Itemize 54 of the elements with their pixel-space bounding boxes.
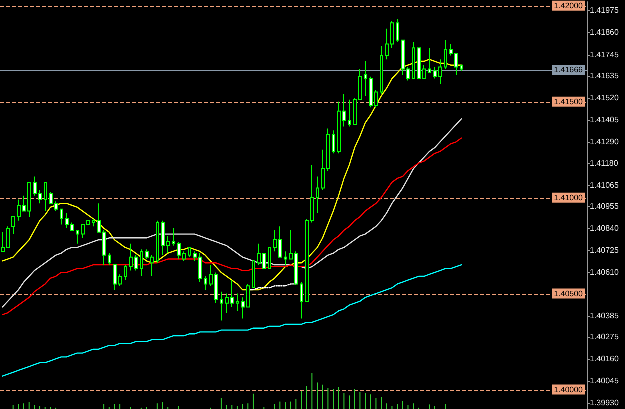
candlestick — [92, 218, 95, 228]
ref-line-label: 1.40500 — [554, 289, 584, 298]
candlestick — [396, 18, 399, 43]
y-tick-label: 1.41520 — [590, 93, 620, 102]
y-tick-label: 1.40955 — [590, 202, 620, 211]
line-series — [2, 58, 462, 291]
ref-line-label: 1.40000 — [554, 385, 584, 394]
ref-line-label: 1.41666 — [554, 65, 584, 74]
candlestick — [348, 99, 351, 128]
ref-line-label: 1.42000 — [554, 1, 584, 10]
candlestick — [220, 291, 223, 322]
candlestick — [140, 249, 143, 278]
candlestick — [364, 61, 367, 97]
y-tick-label: 1.41745 — [590, 50, 620, 60]
y-tick-label: 1.40610 — [590, 268, 620, 278]
candlestick — [60, 208, 63, 226]
y-tick-label: 1.40840 — [590, 224, 620, 234]
ref-line-label: 1.41500 — [554, 97, 584, 106]
y-tick-label: 1.40725 — [590, 246, 620, 256]
candlestick — [316, 176, 319, 214]
candlestick — [284, 251, 287, 266]
candlestick — [268, 247, 271, 270]
candlestick — [332, 130, 335, 154]
y-tick-label: 1.40045 — [590, 376, 620, 386]
y-tick-label: 1.39930 — [590, 398, 620, 408]
candlestick — [428, 48, 431, 74]
y-tick-label: 1.41290 — [590, 138, 620, 147]
candlestick — [444, 40, 447, 70]
y-tick-label: 1.40385 — [590, 311, 620, 320]
candlestick — [156, 220, 159, 264]
y-tick-label: 1.40160 — [590, 354, 620, 364]
candlestick — [252, 260, 255, 289]
y-tick-label: 1.41180 — [590, 158, 619, 168]
candlestick — [236, 293, 239, 312]
y-tick-label: 1.41860 — [590, 28, 620, 38]
candlestick — [380, 46, 383, 95]
candlestick — [44, 182, 47, 212]
candlestick — [124, 264, 127, 281]
candlestick — [300, 282, 303, 320]
line-series — [2, 264, 462, 377]
y-tick-label: 1.41635 — [590, 71, 620, 80]
candlestick — [172, 228, 175, 246]
y-tick-label: 1.41065 — [590, 180, 620, 190]
y-tick-label: 1.40275 — [590, 332, 620, 342]
candlestick — [412, 42, 415, 80]
candlestick — [460, 64, 463, 72]
y-tick-label: 1.41405 — [590, 116, 620, 125]
candlestick — [76, 230, 79, 244]
y-tick-label: 1.41975 — [590, 6, 620, 16]
candlestick — [11, 216, 15, 235]
candlestick — [188, 247, 191, 258]
candlestick — [204, 276, 207, 290]
candlestick — [108, 252, 111, 266]
ref-line-label: 1.41000 — [554, 193, 584, 202]
